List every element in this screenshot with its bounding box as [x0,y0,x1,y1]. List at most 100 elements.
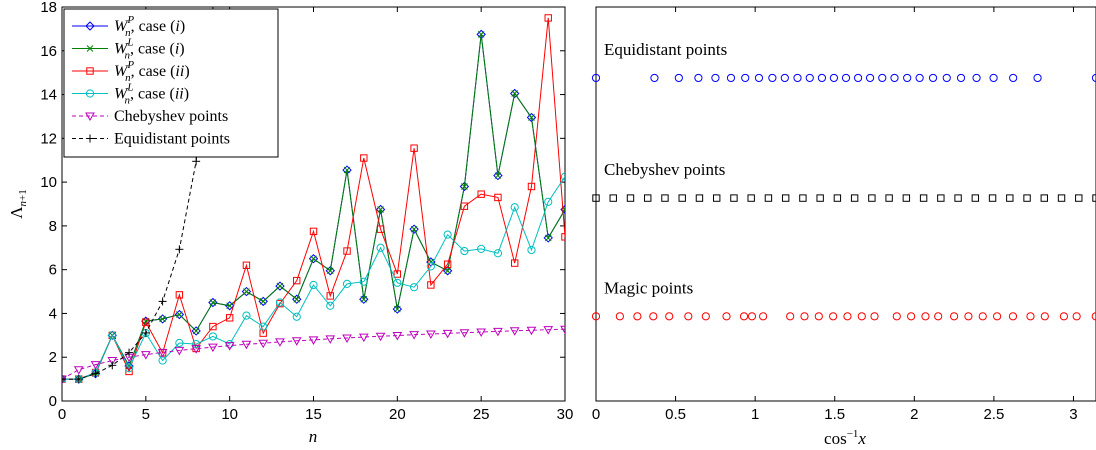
legend-entry: WP n, case (i) [72,14,185,39]
legend-entry: WL n, case (ii) [72,82,189,107]
data-point [493,249,503,258]
series-5 [62,7,217,384]
data-point [325,335,336,344]
row-point [768,73,777,83]
row-point [1040,194,1048,202]
legend-marker [85,21,95,31]
row-point [722,312,731,321]
data-point [543,233,553,243]
row-point [747,194,755,202]
data-point [528,114,535,121]
data-point [176,311,183,318]
data-point [159,315,166,323]
data-point [275,281,285,291]
row-point [786,312,795,321]
data-point [409,331,419,340]
row-point [694,73,703,83]
row-point [591,73,601,83]
row-point [711,73,720,83]
legend-entry: Chebyshev points [72,108,228,125]
data-point [108,361,117,370]
row-point [1008,312,1018,321]
data-point [392,304,403,314]
data-point [175,245,184,254]
data-point [342,279,352,288]
data-point [476,328,487,338]
data-point [224,342,235,351]
data-point [308,254,319,264]
left-y-tick-label: 0 [49,393,57,410]
row-point [928,73,938,83]
legend: WP n, case (i)WL n, case (i)WP n, case (ii)… [63,8,279,158]
data-point [377,206,384,213]
row-point [633,312,642,321]
data-point [226,302,234,310]
data-point [157,314,168,324]
row-2 [591,312,1096,321]
data-point [342,334,352,343]
row-point [626,194,635,202]
left-y-tick-label: 14 [40,87,57,104]
row-point [903,73,912,83]
data-point [393,270,402,278]
row-point [988,194,997,202]
row-point [1059,312,1069,321]
data-point [543,326,554,335]
data-point [376,243,385,252]
data-point [560,172,565,181]
data-point [358,333,369,343]
row-point [701,312,710,321]
left-y-ticks: 0 2 4 6 8 10 12 14 16 18 [40,0,565,410]
row-point [885,194,893,202]
right-x-tick-label: 0 [592,406,600,423]
data-point [359,294,369,304]
data-point [561,233,565,241]
row-point [1072,312,1081,321]
row-point [978,312,987,321]
right-x-tick-label: 0.5 [665,406,686,423]
row-point [902,194,911,202]
row-point [857,312,866,321]
legend-marker [86,67,94,75]
row-point [747,312,757,321]
series-4 [62,325,565,385]
data-point [477,190,485,198]
data-point [326,267,334,275]
data-point [326,301,335,310]
series-1 [62,31,565,383]
legend-label: Equidistant points [114,131,230,148]
data-point [410,144,418,152]
data-point [259,298,267,305]
data-point [142,318,150,326]
data-point [308,336,319,345]
row-point [992,312,1002,321]
data-point [309,227,318,236]
data-point [544,14,552,22]
left-x-tick-label: 20 [389,406,406,423]
row-point [592,194,600,202]
data-point [442,329,453,339]
row-point [759,312,768,321]
legend-marker [86,45,94,52]
row-point [934,312,943,321]
data-point [292,312,301,321]
legend-marker [85,89,95,98]
data-point [174,346,185,356]
row-point [853,73,863,83]
row-point [615,312,624,321]
legend-label: WP n, case (ii) [114,59,190,84]
row-point [1033,73,1042,83]
data-point [493,327,503,337]
row-point [841,73,851,83]
row-point [644,194,652,202]
data-point [444,267,451,275]
data-point [259,322,268,331]
row-point [942,73,951,83]
row-point [764,194,773,202]
data-point [174,309,185,320]
data-point [293,295,301,303]
data-point [225,314,234,322]
row-point [870,312,879,321]
row-point [661,194,669,202]
data-point [158,297,167,306]
